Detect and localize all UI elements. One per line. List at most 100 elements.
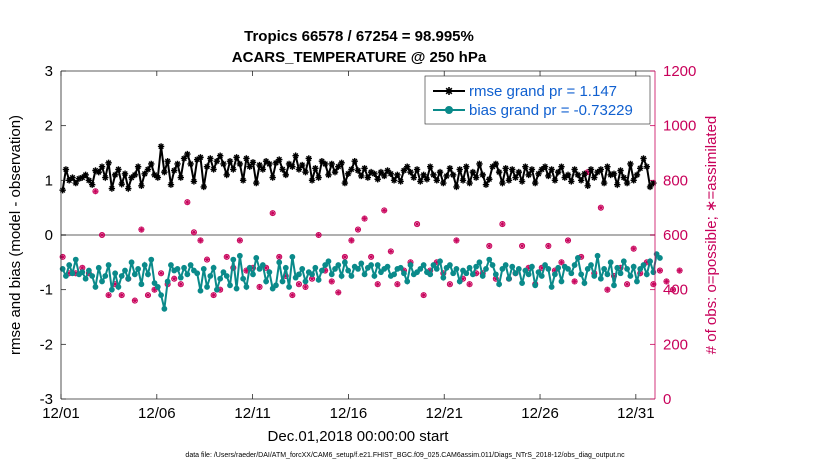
bias-point bbox=[519, 280, 525, 287]
obs-assimilated-marker bbox=[256, 284, 263, 290]
obs-assimilated-marker bbox=[375, 281, 381, 287]
bias-point bbox=[584, 265, 591, 272]
bias-point bbox=[574, 255, 581, 261]
bias-point bbox=[200, 265, 207, 272]
rmse-point bbox=[453, 183, 460, 191]
bias-point bbox=[578, 271, 585, 278]
legend-rmse-star bbox=[445, 87, 453, 95]
bias-point bbox=[407, 262, 414, 268]
bias-point bbox=[210, 264, 217, 271]
rmse-point bbox=[637, 165, 644, 172]
rmse-point bbox=[321, 160, 329, 168]
rmse-point bbox=[581, 170, 588, 177]
obs-assimilated-marker bbox=[138, 226, 144, 233]
bias-point bbox=[325, 258, 332, 265]
rmse-point bbox=[394, 171, 401, 179]
legend-bias-marker bbox=[445, 106, 453, 114]
bias-point bbox=[597, 275, 604, 282]
rmse-point bbox=[351, 158, 358, 165]
bias-point bbox=[118, 273, 125, 279]
bias-point bbox=[282, 264, 289, 271]
rmse-point bbox=[502, 165, 509, 172]
bias-point bbox=[397, 264, 404, 271]
rmse-point bbox=[111, 171, 119, 179]
obs-assimilated-marker bbox=[545, 243, 551, 249]
bias-point bbox=[640, 262, 647, 268]
bias-point bbox=[204, 284, 210, 290]
rmse-point bbox=[646, 183, 654, 191]
rmse-point bbox=[138, 182, 145, 189]
bias-point bbox=[263, 278, 270, 285]
bias-point bbox=[66, 262, 73, 268]
obs-assimilated-marker bbox=[276, 254, 282, 260]
obs-assimilated-marker bbox=[466, 281, 473, 287]
rmse-point bbox=[597, 166, 605, 173]
obs-assimilated-marker bbox=[585, 169, 591, 175]
obs-assimilated-marker bbox=[217, 287, 223, 293]
bias-point bbox=[99, 278, 105, 285]
obs-assimilated-marker bbox=[558, 259, 565, 265]
obs-assimilated-marker bbox=[184, 199, 190, 205]
obs-assimilated-marker bbox=[368, 254, 374, 260]
rmse-point bbox=[456, 166, 463, 173]
rmse-point bbox=[102, 174, 109, 181]
rmse-point bbox=[548, 166, 555, 173]
bias-point bbox=[95, 264, 102, 271]
bias-point bbox=[548, 284, 555, 290]
bias-point bbox=[414, 269, 420, 276]
rmse-point bbox=[600, 179, 608, 187]
rmse-point bbox=[154, 174, 162, 181]
obs-assimilated-marker bbox=[453, 237, 460, 244]
rmse-point bbox=[302, 168, 309, 176]
rmse-point bbox=[174, 160, 181, 168]
rmse-point bbox=[551, 177, 559, 184]
rmse-point bbox=[62, 166, 70, 173]
rmse-point bbox=[384, 167, 391, 174]
rmse-point bbox=[308, 177, 316, 184]
rmse-point bbox=[128, 174, 135, 181]
rmse-point bbox=[374, 176, 381, 183]
bias-point bbox=[486, 256, 493, 263]
obs-assimilated-marker bbox=[598, 205, 604, 211]
bias-point bbox=[187, 262, 194, 268]
rmse-point bbox=[361, 165, 368, 172]
bias-point bbox=[276, 259, 283, 266]
obs-assimilated-marker bbox=[604, 287, 611, 293]
bias-point bbox=[217, 275, 224, 282]
obs-assimilated-marker bbox=[204, 257, 210, 263]
rmse-point bbox=[387, 170, 395, 177]
bias-point bbox=[328, 271, 335, 278]
obs-assimilated-marker bbox=[552, 267, 558, 274]
legend-bias-label: bias grand pr = -0.73229 bbox=[469, 102, 633, 119]
obs-assimilated-marker bbox=[414, 221, 420, 227]
bias-point bbox=[568, 270, 575, 277]
bias-point bbox=[456, 278, 463, 285]
obs-assimilated-marker bbox=[112, 281, 118, 287]
rmse-point bbox=[295, 166, 303, 173]
rmse-point bbox=[591, 174, 598, 181]
rmse-point bbox=[400, 167, 408, 174]
obs-assimilated-marker bbox=[434, 259, 440, 265]
bias-point bbox=[223, 273, 230, 279]
rmse-point bbox=[108, 185, 116, 192]
y-tick-label: -2 bbox=[40, 336, 53, 353]
obs-assimilated-marker bbox=[565, 237, 571, 244]
obs-assimilated-marker bbox=[329, 278, 335, 285]
obs-assimilated-marker bbox=[237, 237, 243, 244]
bias-point bbox=[535, 269, 542, 276]
x-tick-label: 12/01 bbox=[42, 405, 80, 422]
rmse-point bbox=[184, 150, 191, 158]
bias-point bbox=[299, 265, 306, 272]
rmse-point bbox=[371, 170, 378, 177]
bias-point bbox=[63, 273, 69, 279]
bias-point bbox=[145, 271, 151, 278]
obs-assimilated-marker bbox=[73, 270, 79, 276]
y2-tick-label: 0 bbox=[663, 391, 671, 408]
rmse-point bbox=[443, 172, 450, 180]
rmse-point bbox=[79, 174, 86, 181]
rmse-point bbox=[82, 171, 89, 179]
obs-assimilated-marker bbox=[637, 270, 643, 276]
obs-assimilated-marker bbox=[460, 276, 466, 282]
bias-point bbox=[355, 265, 361, 272]
rmse-point bbox=[88, 181, 96, 188]
